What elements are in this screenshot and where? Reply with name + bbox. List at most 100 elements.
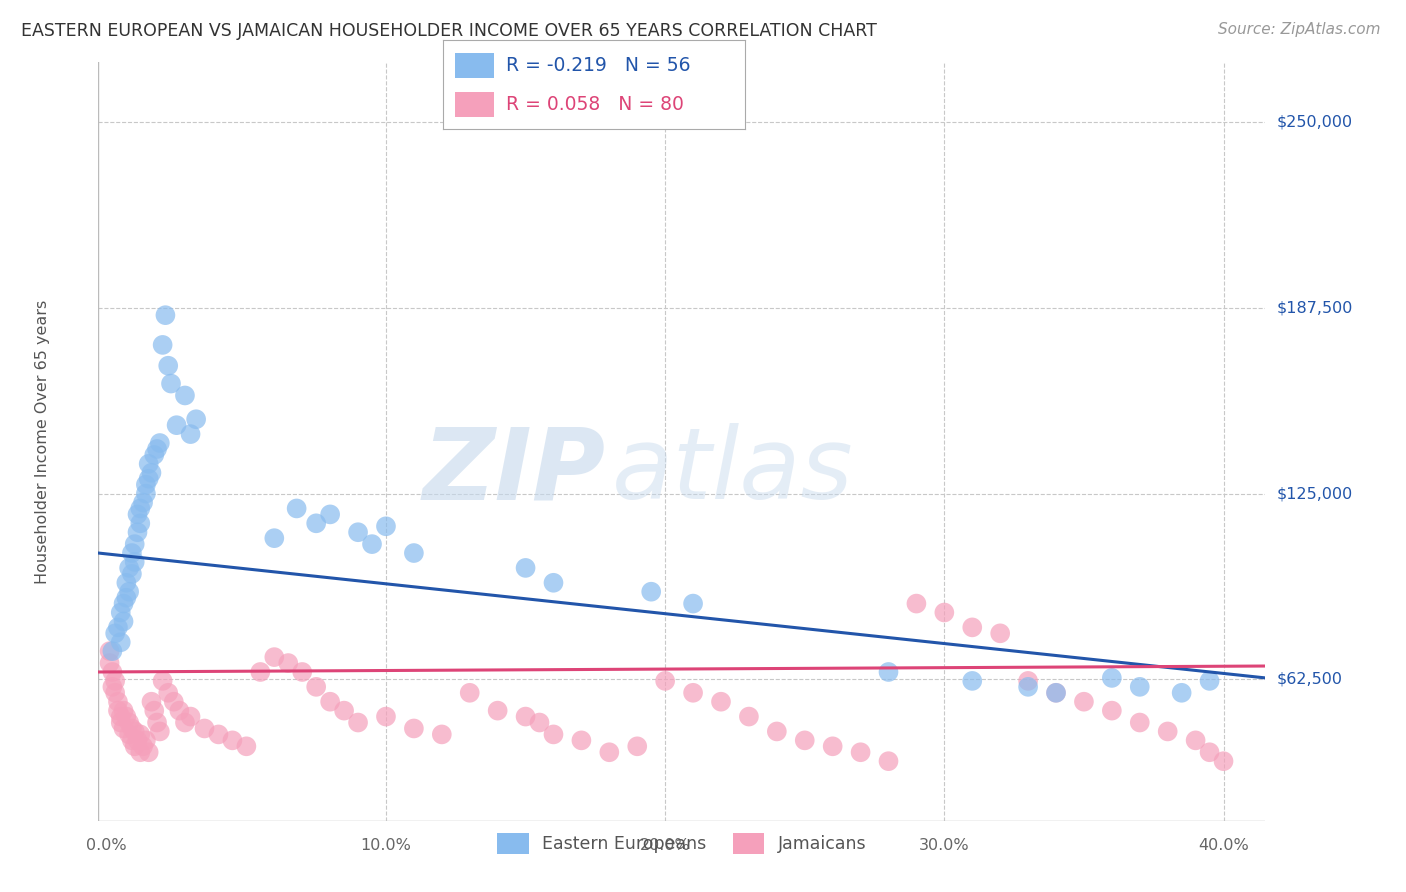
Point	[143, 448, 166, 462]
Text: $187,500: $187,500	[1277, 301, 1353, 315]
Point	[988, 626, 1011, 640]
Point	[166, 418, 188, 433]
Point	[221, 733, 243, 747]
Point	[333, 704, 356, 718]
Point	[129, 516, 152, 531]
Point	[375, 519, 398, 533]
Point	[112, 597, 135, 611]
Point	[654, 673, 676, 688]
Point	[180, 427, 202, 442]
Point	[118, 715, 141, 730]
Point	[1212, 754, 1234, 768]
Text: EASTERN EUROPEAN VS JAMAICAN HOUSEHOLDER INCOME OVER 65 YEARS CORRELATION CHART: EASTERN EUROPEAN VS JAMAICAN HOUSEHOLDER…	[21, 22, 877, 40]
Text: 0.0%: 0.0%	[87, 838, 127, 854]
Point	[402, 546, 425, 560]
Point	[155, 308, 177, 322]
Point	[118, 584, 141, 599]
Point	[104, 686, 127, 700]
Point	[905, 597, 928, 611]
Point	[152, 338, 174, 352]
Point	[1198, 745, 1220, 759]
Point	[149, 724, 172, 739]
Point	[934, 606, 956, 620]
Point	[1073, 695, 1095, 709]
Point	[458, 686, 481, 700]
Point	[543, 727, 565, 741]
Point	[486, 704, 509, 718]
Point	[1129, 715, 1152, 730]
Point	[163, 695, 186, 709]
Point	[1129, 680, 1152, 694]
Point	[132, 739, 155, 754]
Point	[118, 727, 141, 741]
Point	[149, 436, 172, 450]
Point	[115, 575, 138, 590]
Point	[124, 724, 146, 739]
Point	[184, 412, 207, 426]
Point	[127, 733, 149, 747]
Point	[160, 376, 183, 391]
Point	[138, 745, 160, 759]
FancyBboxPatch shape	[456, 92, 495, 117]
Point	[529, 715, 551, 730]
Point	[710, 695, 733, 709]
Point	[138, 472, 160, 486]
Point	[121, 546, 143, 560]
Point	[143, 704, 166, 718]
Point	[157, 686, 180, 700]
Point	[115, 709, 138, 723]
Point	[543, 575, 565, 590]
Point	[821, 739, 844, 754]
Point	[135, 733, 157, 747]
Point	[515, 561, 537, 575]
Point	[1017, 680, 1039, 694]
Point	[877, 665, 900, 679]
Point	[766, 724, 789, 739]
Text: $125,000: $125,000	[1277, 486, 1353, 501]
FancyBboxPatch shape	[456, 53, 495, 78]
Point	[98, 644, 121, 658]
Point	[1170, 686, 1192, 700]
Point	[174, 715, 197, 730]
Point	[169, 704, 191, 718]
Point	[682, 686, 704, 700]
Point	[849, 745, 872, 759]
Point	[152, 673, 174, 688]
Text: 20.0%: 20.0%	[640, 838, 690, 854]
Point	[1045, 686, 1067, 700]
Point	[135, 477, 157, 491]
Point	[121, 722, 143, 736]
Point	[110, 709, 132, 723]
Point	[146, 442, 169, 456]
Point	[124, 555, 146, 569]
Point	[180, 709, 202, 723]
Point	[112, 615, 135, 629]
Point	[1198, 673, 1220, 688]
Point	[118, 561, 141, 575]
Point	[112, 722, 135, 736]
Point	[571, 733, 593, 747]
Point	[146, 715, 169, 730]
Point	[263, 531, 285, 545]
Point	[121, 733, 143, 747]
Point	[1017, 673, 1039, 688]
Point	[138, 457, 160, 471]
Point	[107, 704, 129, 718]
Point	[141, 695, 163, 709]
Point	[193, 722, 215, 736]
Point	[124, 739, 146, 754]
Point	[319, 695, 342, 709]
Point	[249, 665, 271, 679]
Point	[263, 650, 285, 665]
Point	[127, 525, 149, 540]
Point	[110, 606, 132, 620]
Point	[430, 727, 453, 741]
Point	[157, 359, 180, 373]
Point	[101, 680, 124, 694]
Point	[129, 745, 152, 759]
Point	[877, 754, 900, 768]
Point	[135, 486, 157, 500]
Point	[121, 566, 143, 581]
Point	[738, 709, 761, 723]
Point	[626, 739, 648, 754]
